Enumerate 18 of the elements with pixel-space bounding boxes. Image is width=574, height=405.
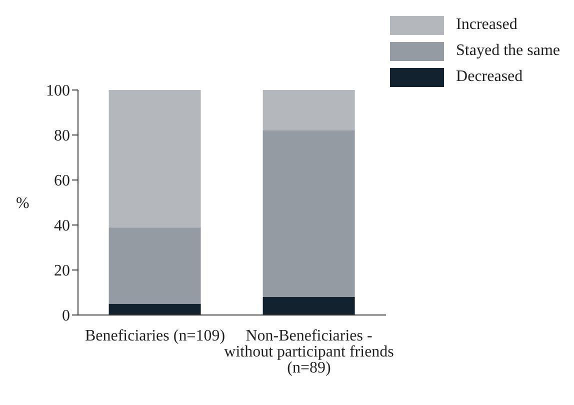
y-tick-label: 100	[46, 82, 70, 100]
y-axis-title: %	[16, 195, 30, 212]
bar	[262, 297, 355, 315]
legend-label: Decreased	[456, 68, 523, 86]
bar	[108, 304, 201, 315]
y-tick-label: 0	[62, 308, 70, 325]
x-tick-label: Non-Beneficiaries - without participant friends (n=89)	[224, 327, 394, 376]
x-tick-label: Beneficiaries (n=109)	[84, 327, 226, 344]
y-tick-label: 20	[54, 262, 70, 280]
legend-label: Stayed the same	[456, 42, 560, 60]
y-tick-label: 60	[54, 172, 70, 190]
legend-label: Increased	[456, 16, 518, 34]
y-tick-label: 80	[54, 128, 70, 145]
bar	[262, 130, 355, 297]
bar	[108, 227, 201, 304]
bar	[108, 90, 201, 228]
y-tick-label: 40	[54, 218, 70, 235]
bar	[262, 90, 355, 130]
